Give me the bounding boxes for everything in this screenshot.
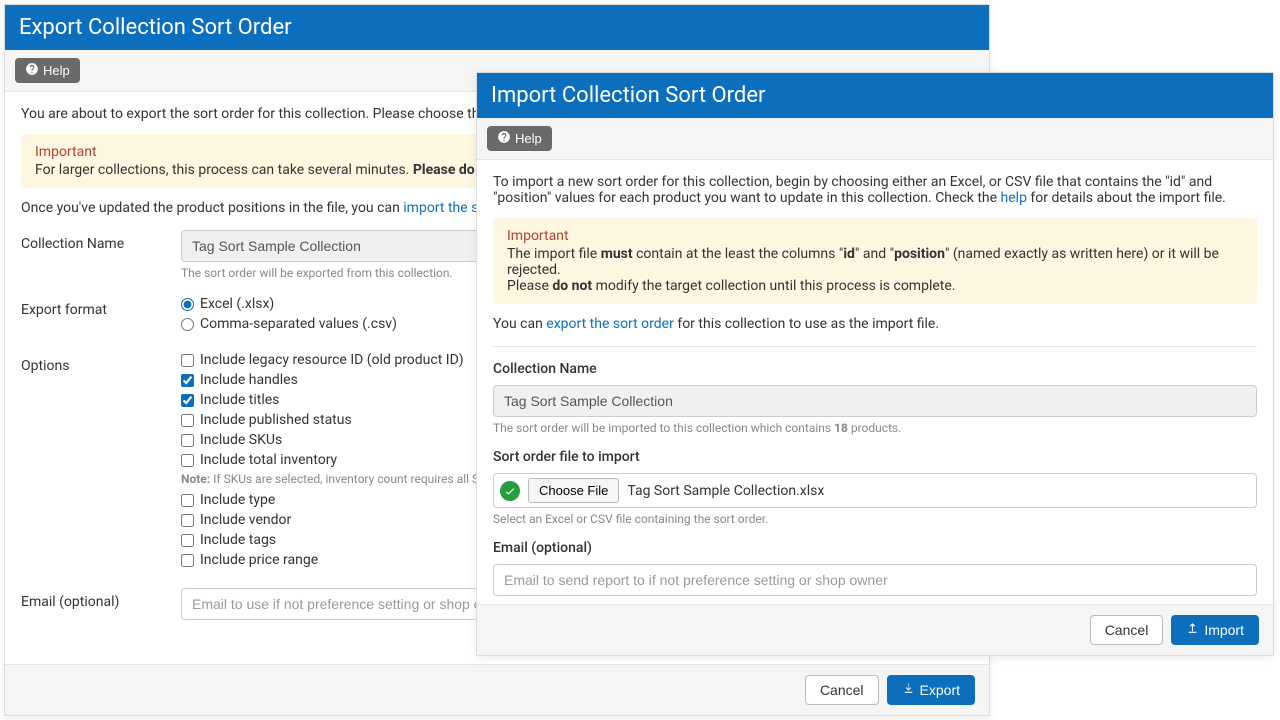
export-footer: Cancel Export (5, 664, 989, 715)
import-intro: To import a new sort order for this coll… (493, 174, 1257, 206)
inventory-note-text: If SKUs are selected, inventory count re… (213, 472, 514, 486)
import-header: Import Collection Sort Order (477, 73, 1273, 118)
opt-vendor-label: Include vendor (200, 512, 291, 528)
opt-tags-checkbox[interactable] (181, 534, 194, 547)
export-format-label: Export format (21, 296, 181, 336)
import-button-label: Import (1204, 622, 1244, 638)
import-coll-help-c: products. (848, 421, 901, 435)
export-callout-body-text: For larger collections, this process can… (35, 162, 413, 178)
import-callout: Important The import file must contain a… (493, 218, 1257, 304)
import-help-button[interactable]: Help (487, 126, 552, 151)
inventory-note-prefix: Note: (181, 472, 213, 486)
opt-legacy-id-checkbox[interactable] (181, 354, 194, 367)
import-intro-suffix: for details about the import file. (1027, 190, 1226, 206)
export-button-label: Export (920, 682, 960, 698)
l1e: " and " (855, 246, 894, 262)
check-circle-icon (500, 481, 520, 501)
l2c: modify the target collection until this … (592, 278, 955, 294)
selected-file-name: Tag Sort Sample Collection.xlsx (627, 483, 824, 499)
import-footer: Cancel Import (477, 604, 1273, 655)
import-collection-label: Collection Name (493, 361, 1257, 377)
l1f: position (894, 246, 945, 262)
export-sort-order-link[interactable]: export the sort order (546, 316, 674, 332)
import-email-label: Email (optional) (493, 540, 1257, 556)
opt-legacy-id-label: Include legacy resource ID (old product … (200, 352, 464, 368)
import-button[interactable]: Import (1171, 615, 1259, 645)
opt-published-label: Include published status (200, 412, 352, 428)
separator (493, 346, 1257, 347)
format-csv-radio[interactable] (181, 318, 194, 331)
upload-icon (1186, 622, 1199, 638)
export-email-label: Email (optional) (21, 588, 181, 620)
help-icon (497, 130, 511, 147)
opt-type-checkbox[interactable] (181, 494, 194, 507)
import-body: To import a new sort order for this coll… (477, 160, 1273, 610)
opt-skus-label: Include SKUs (200, 432, 282, 448)
opt-price-range-label: Include price range (200, 552, 318, 568)
import-panel: Import Collection Sort Order Help To imp… (476, 72, 1274, 656)
opt-inventory-label: Include total inventory (200, 452, 337, 468)
l1c: contain at the least the columns " (633, 246, 844, 262)
l2a: Please (507, 278, 552, 294)
import-after-suffix: for this collection to use as the import… (674, 316, 939, 332)
export-email-input[interactable] (181, 588, 491, 620)
import-callout-line1: The import file must contain at the leas… (507, 246, 1243, 278)
opt-inventory-checkbox[interactable] (181, 454, 194, 467)
format-excel-radio[interactable] (181, 298, 194, 311)
import-collection-name-input (493, 385, 1257, 417)
help-icon (25, 62, 39, 79)
export-help-button[interactable]: Help (15, 58, 80, 83)
opt-type-label: Include type (200, 492, 275, 508)
export-title: Export Collection Sort Order (19, 15, 292, 40)
import-after-prefix: You can (493, 316, 546, 332)
export-header: Export Collection Sort Order (5, 5, 989, 50)
import-help-label: Help (515, 131, 542, 146)
import-title: Import Collection Sort Order (491, 83, 765, 108)
import-file-help: Select an Excel or CSV file containing t… (493, 512, 1257, 526)
format-csv-label: Comma-separated values (.csv) (200, 316, 397, 332)
l1a: The import file (507, 246, 601, 262)
l1d: id (843, 246, 855, 262)
l1b: must (601, 246, 633, 262)
opt-titles-label: Include titles (200, 392, 279, 408)
export-after-prefix: Once you've updated the product position… (21, 200, 403, 216)
opt-published-checkbox[interactable] (181, 414, 194, 427)
opt-skus-checkbox[interactable] (181, 434, 194, 447)
opt-tags-label: Include tags (200, 532, 276, 548)
opt-vendor-checkbox[interactable] (181, 514, 194, 527)
opt-titles-checkbox[interactable] (181, 394, 194, 407)
format-excel-label: Excel (.xlsx) (200, 296, 274, 312)
opt-handles-checkbox[interactable] (181, 374, 194, 387)
import-help-link[interactable]: help (1001, 190, 1027, 206)
opt-handles-label: Include handles (200, 372, 298, 388)
choose-file-button[interactable]: Choose File (528, 478, 619, 503)
export-collection-name-label: Collection Name (21, 230, 181, 280)
opt-price-range-checkbox[interactable] (181, 554, 194, 567)
export-help-label: Help (43, 63, 70, 78)
import-after-callout: You can export the sort order for this c… (493, 316, 1257, 332)
download-icon (902, 682, 915, 698)
export-options-label: Options (21, 352, 181, 572)
import-file-label: Sort order file to import (493, 449, 1257, 465)
import-callout-title: Important (507, 228, 1243, 244)
import-coll-help-a: The sort order will be imported to this … (493, 421, 834, 435)
export-button[interactable]: Export (887, 675, 975, 705)
import-callout-line2: Please do not modify the target collecti… (507, 278, 1243, 294)
import-coll-help-b: 18 (834, 421, 848, 435)
import-cancel-button[interactable]: Cancel (1090, 615, 1164, 645)
l2b: do not (552, 278, 592, 294)
import-email-input[interactable] (493, 564, 1257, 596)
export-cancel-button[interactable]: Cancel (805, 675, 879, 705)
file-picker-row: Choose File Tag Sort Sample Collection.x… (493, 473, 1257, 508)
import-toolbar: Help (477, 118, 1273, 160)
import-collection-help: The sort order will be imported to this … (493, 421, 1257, 435)
